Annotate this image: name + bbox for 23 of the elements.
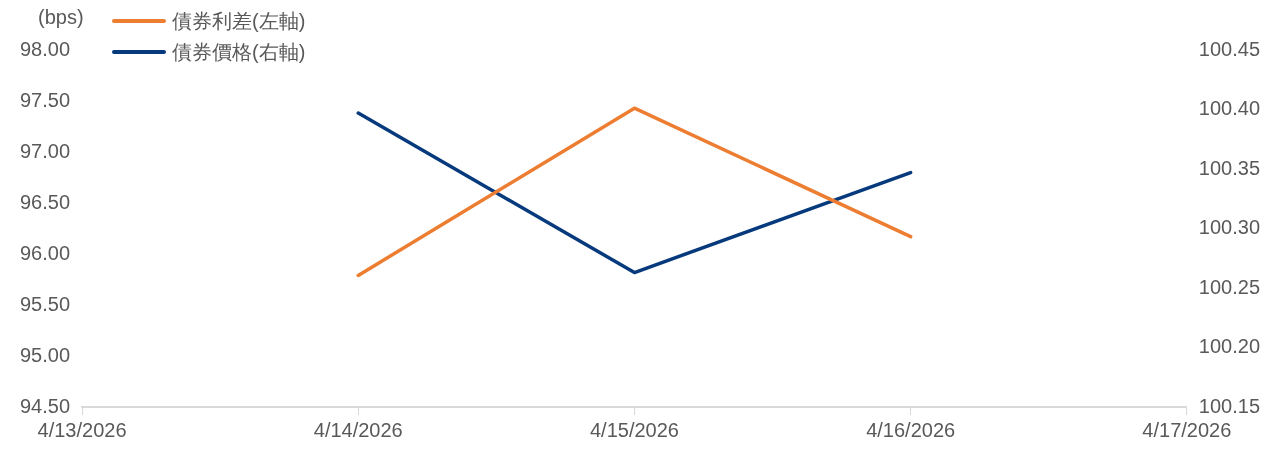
legend-label: 債券利差(左軸) — [172, 8, 306, 34]
y2-tick-label: 100.30 — [1198, 216, 1260, 239]
y-tick-label: 98.00 — [19, 37, 71, 60]
x-tick-label: 4/15/2026 — [589, 418, 679, 441]
y2-tick-label: 100.25 — [1198, 275, 1260, 298]
y2-tick-label: 100.45 — [1198, 37, 1260, 60]
x-tick-label: 4/14/2026 — [313, 418, 403, 441]
legend-label: 債券價格(右軸) — [172, 39, 306, 65]
y-tick-label: 96.50 — [19, 190, 71, 213]
y-tick-label: 95.50 — [19, 292, 71, 315]
y2-tick-label: 100.40 — [1198, 97, 1260, 120]
y-tick-label: 97.00 — [19, 139, 71, 162]
y-axis-title: (bps) — [38, 6, 84, 29]
y2-tick-label: 100.35 — [1198, 156, 1260, 179]
y-tick-label: 97.50 — [19, 88, 71, 111]
y2-tick-label: 100.20 — [1198, 335, 1260, 358]
x-tick-label: 4/16/2026 — [866, 418, 956, 441]
x-tick-label: 4/13/2026 — [37, 418, 127, 441]
y-tick-label: 96.00 — [19, 241, 71, 264]
y-tick-label: 95.00 — [19, 343, 71, 366]
y-tick-label: 94.50 — [19, 394, 71, 417]
y2-tick-label: 100.15 — [1198, 394, 1260, 417]
x-tick-label: 4/17/2026 — [1142, 418, 1232, 441]
